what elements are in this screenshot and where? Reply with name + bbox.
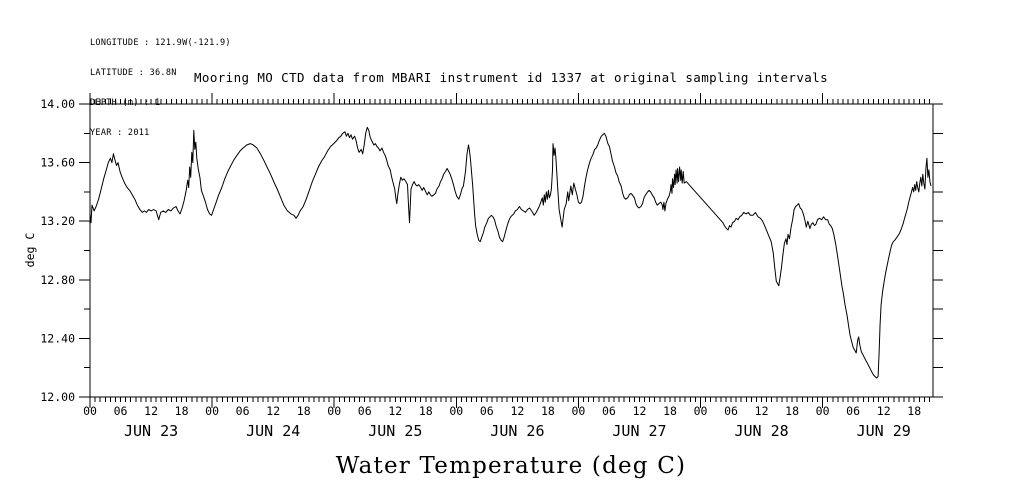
y-tick-label: 14.00 bbox=[40, 97, 75, 111]
x-hour-label: 18 bbox=[541, 404, 555, 418]
x-hour-label: 18 bbox=[907, 404, 921, 418]
x-hour-label: 18 bbox=[663, 404, 677, 418]
x-hour-label: 12 bbox=[144, 404, 158, 418]
x-hour-label: 18 bbox=[297, 404, 311, 418]
x-hour-label: 00 bbox=[694, 404, 708, 418]
x-hour-label: 06 bbox=[724, 404, 738, 418]
x-hour-label: 00 bbox=[205, 404, 219, 418]
y-tick-label: 12.40 bbox=[40, 331, 75, 345]
y-tick-label: 12.80 bbox=[40, 273, 75, 287]
x-hour-label: 06 bbox=[480, 404, 494, 418]
x-hour-label: 06 bbox=[236, 404, 250, 418]
x-hour-label: 12 bbox=[877, 404, 891, 418]
x-hour-label: 18 bbox=[419, 404, 433, 418]
metadata-year: YEAR : 2011 bbox=[90, 128, 150, 138]
x-hour-label: 18 bbox=[175, 404, 189, 418]
chart-title: Mooring MO CTD data from MBARI instrumen… bbox=[193, 70, 829, 85]
y-tick-label: 12.00 bbox=[40, 390, 75, 404]
y-tick-label: 13.20 bbox=[40, 214, 75, 228]
x-hour-label: 12 bbox=[633, 404, 647, 418]
temperature-line bbox=[89, 126, 932, 379]
figure-caption: Water Temperature (deg C) bbox=[335, 453, 687, 479]
x-hour-label: 06 bbox=[846, 404, 860, 418]
metadata-depth: DEPTH (m) : 1 bbox=[90, 98, 161, 108]
x-hour-label: 00 bbox=[816, 404, 830, 418]
x-hour-label: 00 bbox=[327, 404, 341, 418]
x-hour-label: 06 bbox=[114, 404, 128, 418]
y-axis-title: deg C bbox=[23, 232, 37, 268]
x-hour-label: 00 bbox=[449, 404, 463, 418]
x-hour-label: 06 bbox=[602, 404, 616, 418]
metadata-block: LONGITUDE : 121.9W(-121.9) LATITUDE : 36… bbox=[90, 18, 231, 158]
x-day-label: JUN 24 bbox=[246, 422, 300, 440]
metadata-longitude: LONGITUDE : 121.9W(-121.9) bbox=[90, 38, 231, 48]
x-hour-label: 06 bbox=[358, 404, 372, 418]
x-day-label: JUN 23 bbox=[124, 422, 178, 440]
x-hour-label: 18 bbox=[785, 404, 799, 418]
x-hour-label: 12 bbox=[388, 404, 402, 418]
x-day-label: JUN 28 bbox=[735, 422, 789, 440]
x-hour-label: 12 bbox=[755, 404, 769, 418]
x-hour-label: 12 bbox=[510, 404, 524, 418]
y-tick-label: 13.60 bbox=[40, 156, 75, 170]
x-day-label: JUN 25 bbox=[368, 422, 422, 440]
x-day-label: JUN 29 bbox=[857, 422, 911, 440]
x-day-label: JUN 26 bbox=[490, 422, 544, 440]
metadata-latitude: LATITUDE : 36.8N bbox=[90, 68, 177, 78]
x-hour-label: 12 bbox=[266, 404, 280, 418]
x-day-label: JUN 27 bbox=[612, 422, 666, 440]
x-hour-label: 00 bbox=[571, 404, 585, 418]
x-hour-label: 00 bbox=[83, 404, 97, 418]
